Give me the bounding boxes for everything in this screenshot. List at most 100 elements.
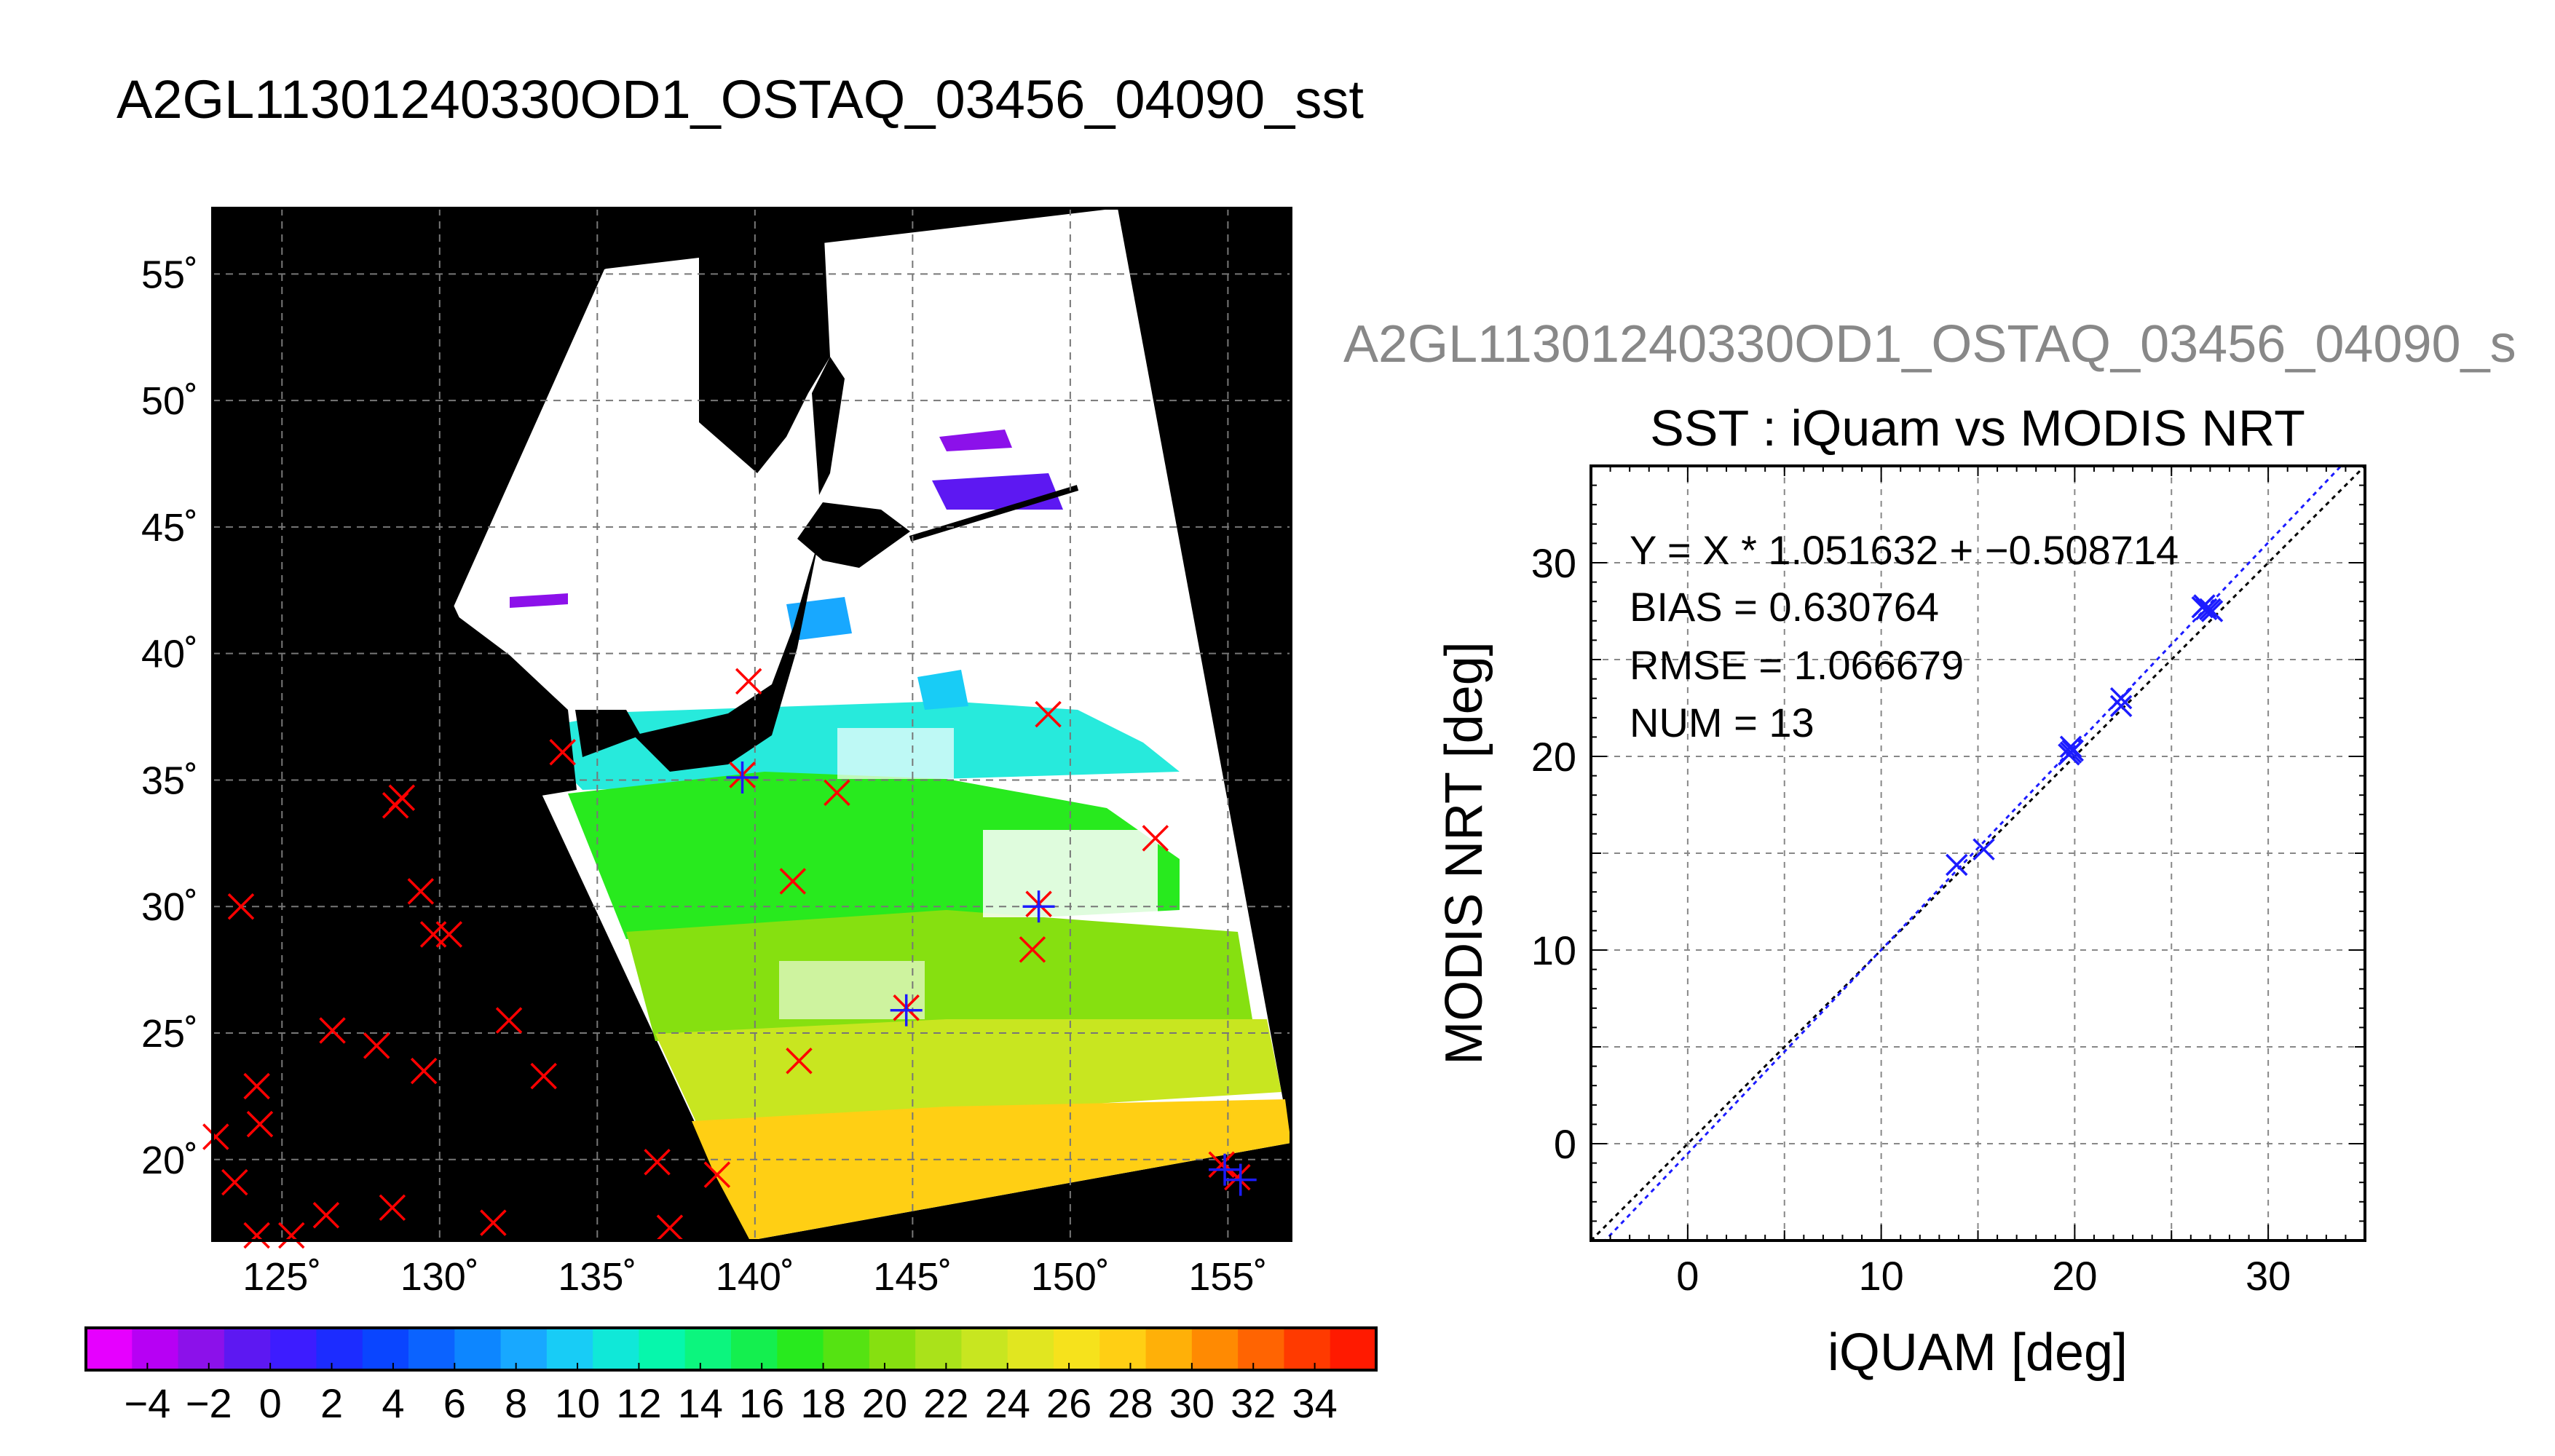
scatter-point <box>2191 596 2214 619</box>
scatter-point <box>2109 695 2133 718</box>
y-axis-label: MODIS NRT [deg] <box>1435 641 1493 1065</box>
sst-purple-patch <box>939 430 1012 451</box>
colorbar-cell <box>1054 1328 1100 1370</box>
colorbar-cell <box>869 1328 916 1370</box>
colorbar-tick-label: 20 <box>862 1380 907 1426</box>
map-marker-red-x <box>824 779 850 807</box>
colorbar-cell <box>823 1328 870 1370</box>
map-marker-red-x <box>379 1194 406 1222</box>
scatter-point <box>2109 687 2133 710</box>
colorbar-cell <box>316 1328 363 1370</box>
colorbar-tick-label: 26 <box>1046 1380 1091 1426</box>
colorbar-cell <box>639 1328 686 1370</box>
land-sakhalin <box>812 357 845 495</box>
sst-band-yellow <box>692 1099 1291 1241</box>
colorbar-cell <box>270 1328 317 1370</box>
colorbar-tick-label: 4 <box>382 1380 404 1426</box>
map-marker-red-x <box>1035 700 1062 728</box>
annotation-num: NUM = 13 <box>1630 700 1814 745</box>
colorbar-cell <box>178 1328 225 1370</box>
plot-gridlines <box>1591 466 2365 1241</box>
annotation-bias: BIAS = 0.630764 <box>1630 584 1939 630</box>
lat-tick-label: 40˚ <box>141 633 198 676</box>
annotation-fit-equation: Y = X * 1.051632 + −0.508714 <box>1630 527 2179 573</box>
map-marker-red-x <box>480 1209 507 1236</box>
x-tick-label: 10 <box>1858 1253 1903 1299</box>
colorbar-cell <box>1238 1328 1285 1370</box>
colorbar-tick-label: 0 <box>259 1380 282 1426</box>
lat-tick-label: 55˚ <box>141 253 198 296</box>
sst-purple-patch <box>510 593 568 608</box>
colorbar-cell <box>961 1328 1008 1370</box>
map-marker-red-x <box>410 1057 438 1085</box>
colorbar-tick-label: 12 <box>616 1380 661 1426</box>
sst-blue-patch <box>917 670 968 710</box>
sst-band-yellowgreen <box>655 1019 1282 1128</box>
y-tick-label: 10 <box>1531 927 1576 973</box>
colorbar-tick-label: 32 <box>1231 1380 1276 1426</box>
colorbar-tick-label: 10 <box>555 1380 600 1426</box>
land-sea-of-okhotsk-coast <box>699 208 830 473</box>
colorbar-cell <box>1145 1328 1193 1370</box>
land-hokkaido <box>797 502 910 568</box>
map-longitude-labels: 125˚ 130˚ 135˚ 140˚ 145˚ 150˚ 155˚ <box>242 1255 1267 1299</box>
colorbar-tick-label: 34 <box>1292 1380 1337 1426</box>
map-marker-red-x <box>549 738 576 766</box>
map-marker-red-x <box>363 1032 390 1059</box>
colorbar-tick-label: 22 <box>923 1380 968 1426</box>
map-latitude-labels: 55˚ 50˚ 45˚ 40˚ 35˚ 30˚ 25˚ 20˚ <box>141 253 198 1182</box>
one-to-one-line <box>1591 466 2365 1241</box>
colorbar-tick-label: 6 <box>443 1380 466 1426</box>
map-marker-red-x <box>779 868 807 895</box>
map-marker-red-x <box>243 1072 270 1100</box>
map-markers <box>202 668 1257 1249</box>
colorbar-cell <box>777 1328 824 1370</box>
map-marker-red-x <box>644 1149 671 1176</box>
colorbar-cell <box>915 1328 963 1370</box>
lat-tick-label: 30˚ <box>141 885 198 929</box>
annotation-rmse: RMSE = 1.066679 <box>1630 642 1964 688</box>
colorbar-cell <box>454 1328 502 1370</box>
map-frame <box>211 207 1292 1242</box>
lat-tick-label: 50˚ <box>141 379 198 423</box>
colorbar-cell <box>1284 1328 1331 1370</box>
y-tick-label: 0 <box>1554 1121 1576 1167</box>
map-marker-red-x <box>246 1110 274 1138</box>
y-tick-label: 20 <box>1531 734 1576 780</box>
map-marker-red-x <box>735 668 762 695</box>
map-marker-blue-cross <box>726 761 759 794</box>
colorbar-cell <box>224 1328 271 1370</box>
colorbar-tick-label: 16 <box>739 1380 784 1426</box>
colorbar-cell <box>408 1328 455 1370</box>
map-marker-red-x <box>435 921 463 948</box>
fit-line <box>1603 466 2343 1241</box>
colorbar-cell <box>132 1328 179 1370</box>
land-honshu <box>633 539 819 772</box>
kuril-islands <box>909 485 1079 542</box>
map-marker-red-x <box>495 1007 523 1034</box>
lon-tick-label: 145˚ <box>873 1255 952 1299</box>
map-marker-red-x <box>227 893 255 920</box>
map-marker-blue-cross <box>1022 890 1055 923</box>
map-marker-red-x <box>388 784 416 812</box>
x-axis-label: iQUAM [deg] <box>1828 1324 2128 1382</box>
colorbar-cell <box>1191 1328 1239 1370</box>
lat-tick-label: 45˚ <box>141 506 198 550</box>
colorbar-tick-label: −4 <box>124 1380 170 1426</box>
colorbar-tick-label: 24 <box>985 1380 1030 1426</box>
lat-tick-label: 35˚ <box>141 759 198 802</box>
colorbar-tick-label: −2 <box>186 1380 232 1426</box>
colorbar-cell <box>593 1328 640 1370</box>
colorbar-frame <box>84 1326 1378 1372</box>
scatter-point <box>2059 735 2082 758</box>
lat-tick-label: 20˚ <box>141 1139 198 1182</box>
lon-tick-label: 130˚ <box>400 1255 479 1299</box>
cloud-patch <box>837 728 954 779</box>
y-tick-label: 30 <box>1531 540 1576 586</box>
map-marker-red-x <box>407 878 435 905</box>
colorbar-cell <box>362 1328 409 1370</box>
lon-tick-label: 125˚ <box>242 1255 321 1299</box>
colorbar-cell <box>1099 1328 1147 1370</box>
chart-supertitle: A2GL11301240330OD1_OSTAQ_03456_04090_s <box>1343 315 2516 373</box>
